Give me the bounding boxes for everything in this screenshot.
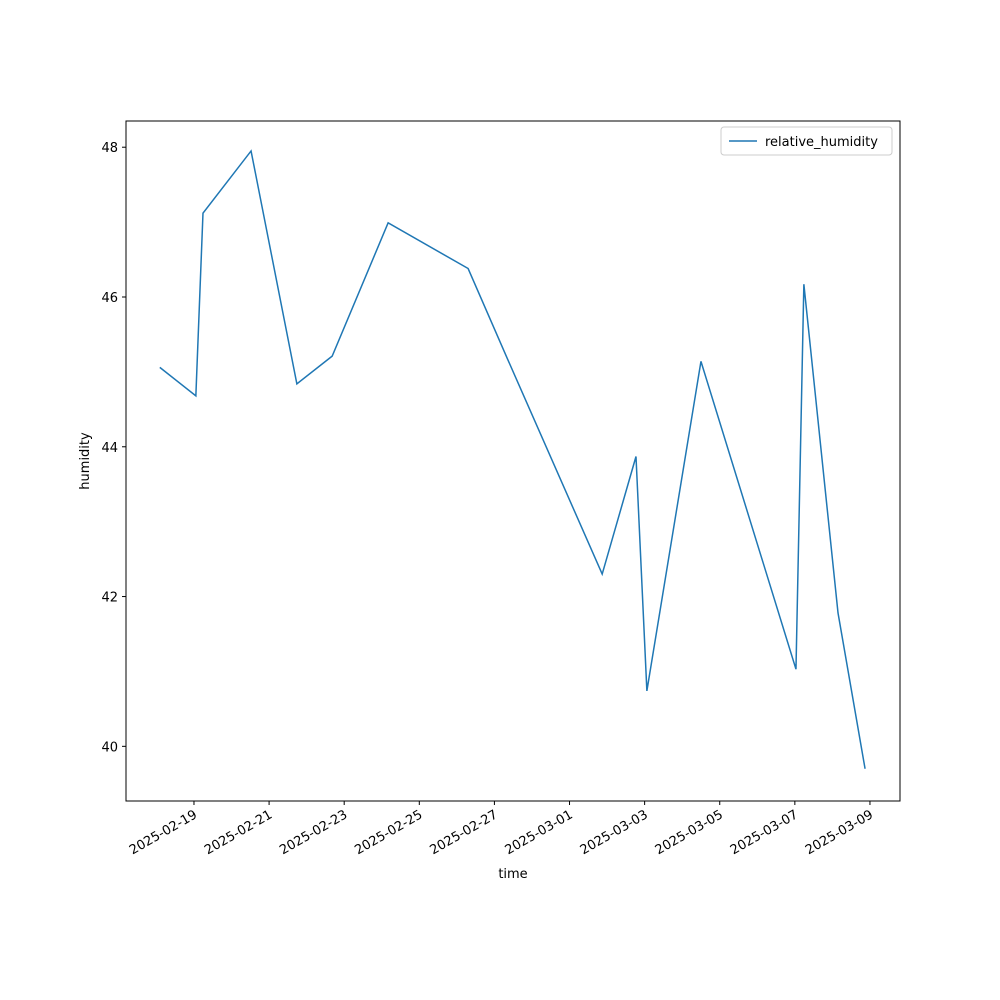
legend-label: relative_humidity: [765, 135, 878, 150]
x-tick-label: 2025-02-27: [427, 807, 500, 858]
y-tick-label: 48: [101, 141, 118, 156]
legend-box: [720, 126, 893, 156]
y-tick-label: 40: [101, 740, 118, 755]
y-tick-label: 44: [101, 441, 118, 456]
plot-frame: [125, 120, 901, 802]
x-tick-label: 2025-02-21: [202, 807, 275, 858]
y-axis-label: humidity: [78, 432, 93, 490]
x-tick-label: 2025-03-01: [503, 807, 576, 858]
x-tick-label: 2025-02-25: [352, 807, 425, 858]
x-tick-label: 2025-02-19: [127, 807, 200, 858]
line: [159, 149, 866, 769]
y-tick-label: 42: [101, 591, 118, 606]
x-tick-label: 2025-02-23: [277, 807, 350, 858]
x-tick-label: 2025-03-09: [803, 807, 876, 858]
y-tick-label: 46: [101, 291, 118, 306]
x-axis-label: time: [498, 867, 527, 882]
x-tick-label: 2025-03-05: [653, 807, 726, 858]
x-tick-label: 2025-03-03: [578, 807, 651, 858]
x-tick-label: 2025-03-07: [728, 807, 801, 858]
